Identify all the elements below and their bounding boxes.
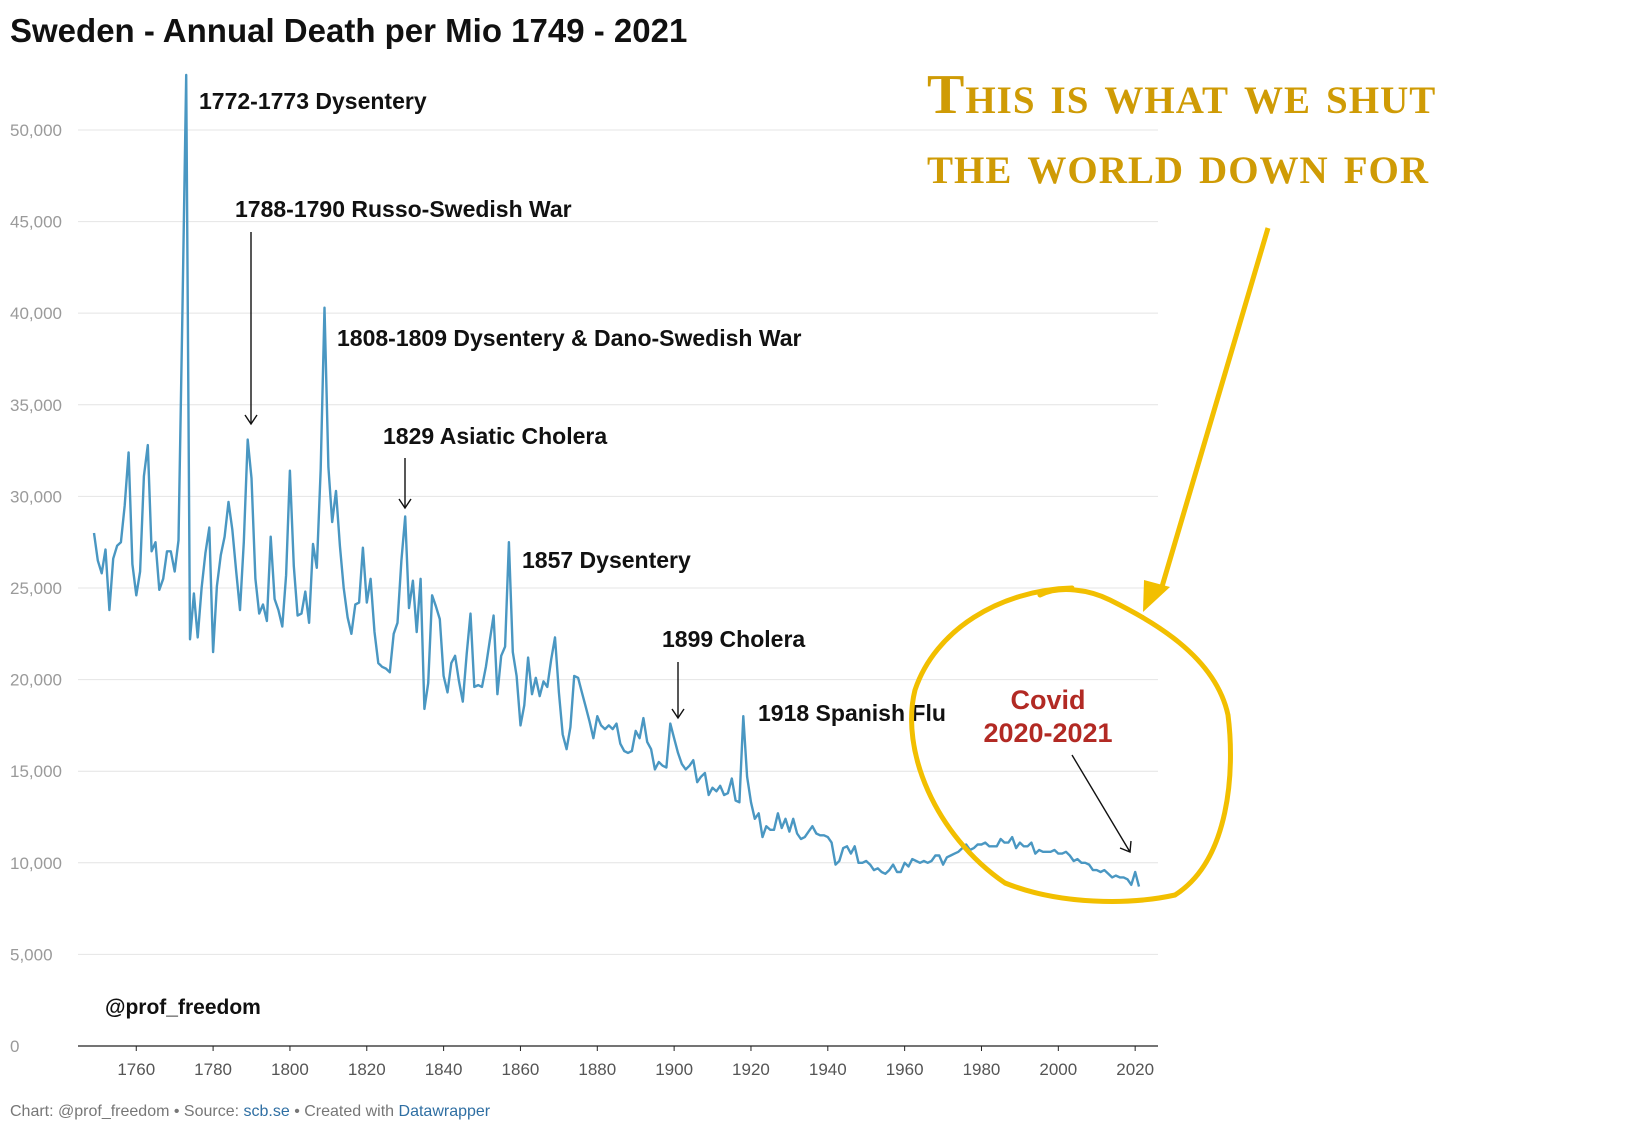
x-tick-label: 2000 [1039, 1060, 1077, 1079]
callout-arrow [1158, 227, 1271, 591]
footer: Chart: @prof_freedom • Source: scb.se • … [10, 1103, 491, 1120]
y-tick-label: 0 [10, 1037, 19, 1056]
y-tick-label: 45,000 [10, 213, 62, 232]
x-tick-label: 2020 [1116, 1060, 1154, 1079]
covid-label-line1: Covid [1010, 685, 1085, 715]
gridlines [78, 129, 1158, 1047]
x-tick-label: 1860 [502, 1060, 540, 1079]
y-tick-label: 15,000 [10, 762, 62, 781]
annotation-label: 1857 Dysentery [522, 547, 691, 573]
y-tick-label: 40,000 [10, 304, 62, 323]
x-axis: 1760 1780 1800 1820 1840 1860 1880 1900 1920 1940… [117, 1046, 1154, 1079]
x-tick-label: 1780 [194, 1060, 232, 1079]
y-tick-label: 30,000 [10, 487, 62, 506]
y-tick-label: 50,000 [10, 121, 62, 140]
covid-label-line2: 2020-2021 [983, 718, 1112, 748]
annotation-arrowhead [244, 414, 258, 426]
chart-title: Sweden - Annual Death per Mio 1749 - 202… [10, 12, 687, 49]
callout-line1: This is what we shut [927, 64, 1436, 126]
x-tick-label: 1760 [117, 1060, 155, 1079]
annotation-label: 1772-1773 Dysentery [199, 88, 427, 114]
covid-arrowhead [1119, 840, 1132, 853]
x-tick-label: 1880 [578, 1060, 616, 1079]
footer-prefix: Chart: @prof_freedom • Source: [10, 1103, 244, 1120]
source-link[interactable]: scb.se [244, 1103, 290, 1120]
x-tick-label: 1800 [271, 1060, 309, 1079]
annotation-label: 1808-1809 Dysentery & Dano-Swedish War [337, 325, 801, 351]
annotation-arrowhead [398, 498, 412, 510]
annotation-label: 1788-1790 Russo-Swedish War [235, 196, 572, 222]
y-axis: 0 5,000 10,000 15,000 20,000 25,000 30,000 35,0… [10, 121, 62, 1056]
y-tick-label: 20,000 [10, 671, 62, 690]
x-tick-label: 1900 [655, 1060, 693, 1079]
callout-arrowhead [1143, 580, 1170, 612]
annotation-label: 1899 Cholera [662, 626, 805, 652]
annotation-label: 1918 Spanish Flu [758, 700, 946, 726]
footer-middle: • Created with [290, 1103, 399, 1120]
datawrapper-link[interactable]: Datawrapper [399, 1103, 491, 1120]
x-tick-label: 1960 [886, 1060, 924, 1079]
x-tick-label: 1820 [348, 1060, 386, 1079]
covid-arrow [1071, 754, 1131, 853]
annotation-label: 1829 Asiatic Cholera [383, 423, 607, 449]
author-handle: @prof_freedom [105, 996, 261, 1019]
x-tick-label: 1940 [809, 1060, 847, 1079]
x-tick-label: 1840 [425, 1060, 463, 1079]
callout-line2: the world down for [927, 134, 1429, 196]
annotations: 1772-1773 Dysentery 1788-1790 Russo-Swedi… [199, 88, 946, 726]
y-tick-label: 25,000 [10, 579, 62, 598]
y-tick-label: 10,000 [10, 854, 62, 873]
y-tick-label: 5,000 [10, 945, 53, 964]
x-tick-label: 1980 [963, 1060, 1001, 1079]
x-tick-label: 1920 [732, 1060, 770, 1079]
covid-circle [909, 585, 1233, 904]
y-tick-label: 35,000 [10, 396, 62, 415]
annotation-arrowhead [671, 708, 685, 720]
